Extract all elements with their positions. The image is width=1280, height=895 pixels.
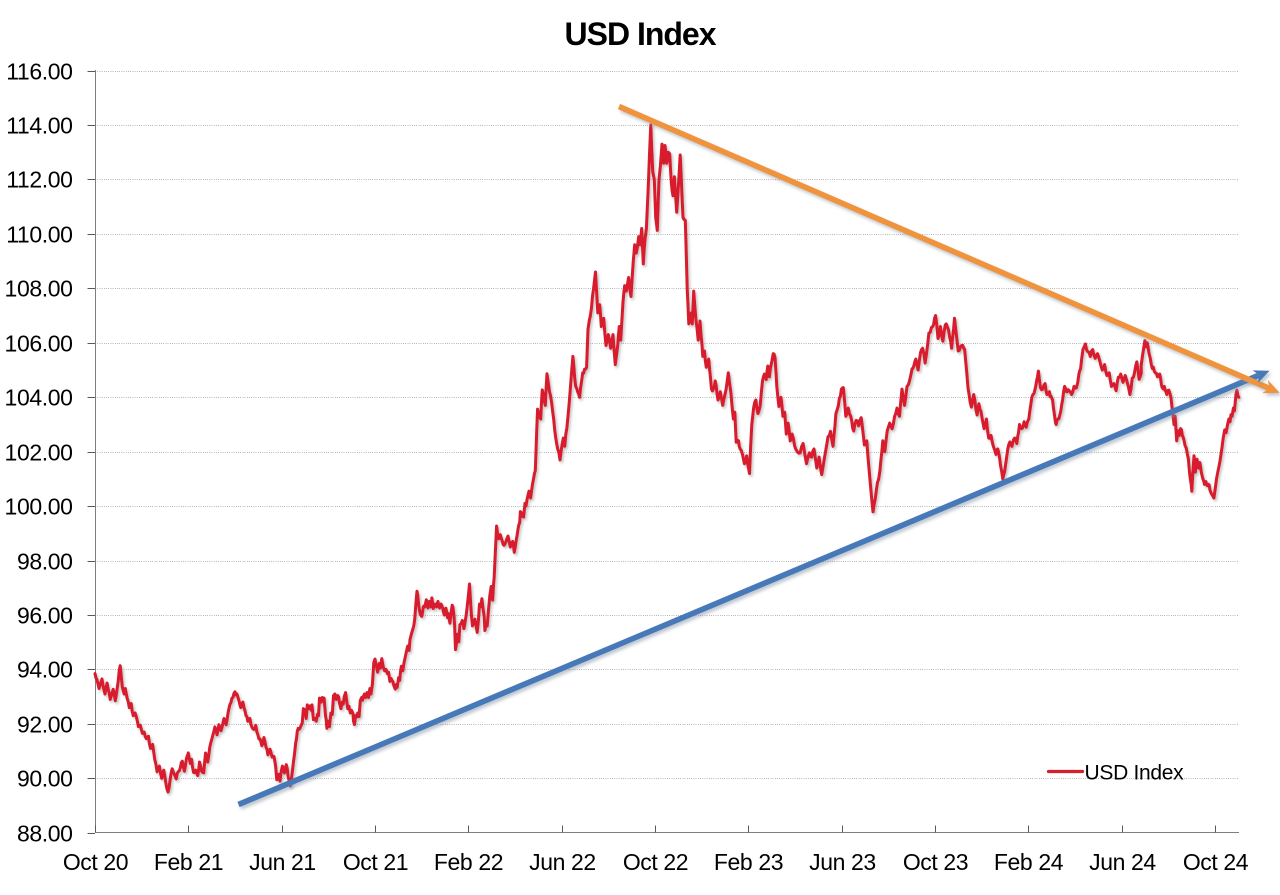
svg-text:94.00: 94.00	[17, 657, 73, 683]
svg-text:Jun 22: Jun 22	[529, 849, 596, 875]
svg-text:110.00: 110.00	[6, 222, 72, 248]
svg-text:Feb 21: Feb 21	[154, 849, 223, 875]
svg-text:106.00: 106.00	[5, 331, 73, 357]
svg-text:98.00: 98.00	[17, 549, 73, 575]
svg-text:Feb 23: Feb 23	[714, 849, 783, 875]
svg-text:112.00: 112.00	[6, 167, 72, 193]
svg-text:Feb 24: Feb 24	[994, 849, 1064, 875]
svg-text:Jun 24: Jun 24	[1089, 849, 1156, 875]
svg-text:104.00: 104.00	[5, 385, 73, 411]
svg-text:Oct 24: Oct 24	[1183, 849, 1249, 875]
svg-text:USD Index: USD Index	[564, 16, 716, 52]
svg-text:Oct 23: Oct 23	[903, 849, 968, 875]
svg-text:108.00: 108.00	[5, 276, 73, 302]
svg-text:88.00: 88.00	[17, 821, 73, 847]
svg-text:Feb 22: Feb 22	[434, 849, 503, 875]
svg-text:114.00: 114.00	[6, 113, 72, 139]
svg-text:Jun 23: Jun 23	[809, 849, 876, 875]
svg-text:116.00: 116.00	[6, 59, 72, 85]
svg-text:USD Index: USD Index	[1085, 762, 1185, 785]
svg-text:Oct 20: Oct 20	[63, 849, 128, 875]
svg-text:92.00: 92.00	[17, 712, 73, 738]
svg-text:102.00: 102.00	[5, 440, 73, 466]
svg-text:96.00: 96.00	[17, 603, 73, 629]
svg-text:Oct 21: Oct 21	[343, 849, 408, 875]
svg-text:Jun 21: Jun 21	[249, 849, 316, 875]
svg-text:90.00: 90.00	[17, 766, 73, 792]
svg-text:Oct 22: Oct 22	[623, 849, 688, 875]
svg-text:100.00: 100.00	[5, 494, 73, 520]
